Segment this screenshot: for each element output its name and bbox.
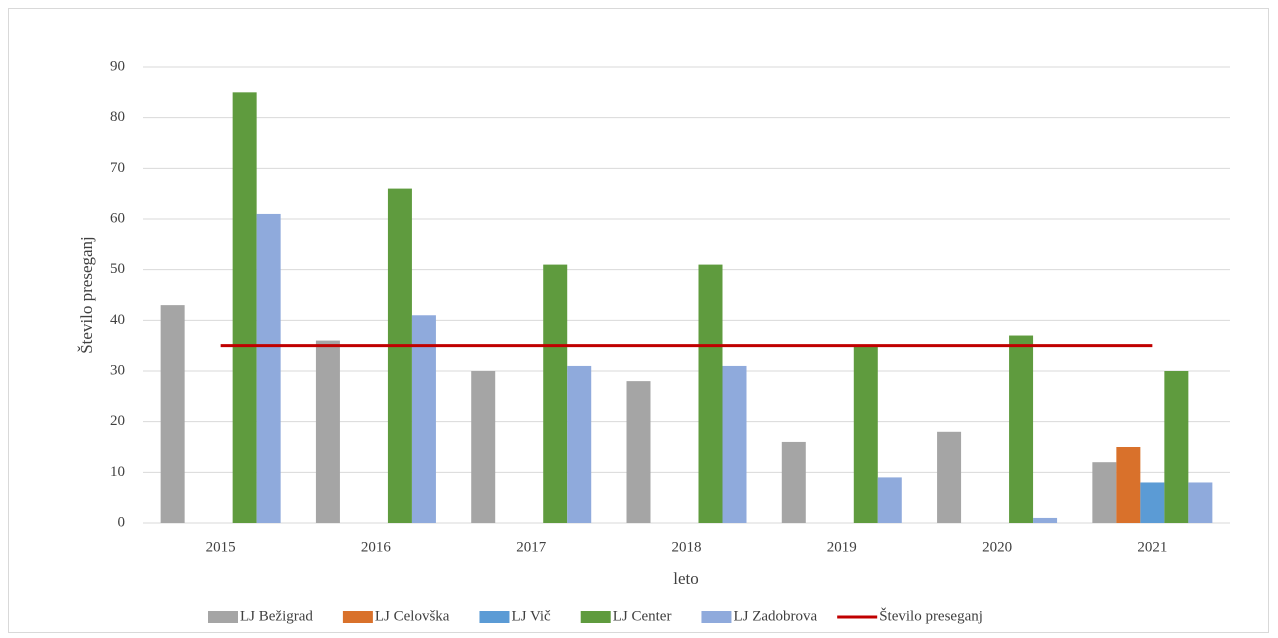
bar [1033, 517, 1058, 523]
x-tick-label: 2019 [827, 539, 857, 555]
bar [722, 365, 747, 523]
bar [256, 213, 281, 523]
legend-swatch [479, 611, 510, 623]
bar [1092, 462, 1117, 523]
bar [781, 441, 806, 523]
bar [411, 315, 436, 523]
y-tick-label: 60 [110, 210, 125, 226]
bar [543, 264, 568, 523]
bar [626, 381, 651, 523]
x-tick-label: 2016 [361, 539, 392, 555]
bar [567, 365, 592, 523]
x-axis-title: leto [673, 569, 699, 588]
legend-label: LJ Celovška [375, 608, 450, 624]
bar [698, 264, 723, 523]
bar [232, 92, 257, 523]
y-tick-label: 30 [110, 362, 125, 378]
legend-label: LJ Bežigrad [240, 608, 313, 624]
y-tick-label: 90 [110, 58, 125, 74]
y-tick-label: 20 [110, 413, 125, 429]
y-tick-label: 80 [110, 109, 125, 125]
y-tick-label: 10 [110, 464, 125, 480]
legend-swatch [342, 611, 373, 623]
x-tick-label: 2017 [516, 539, 547, 555]
bar [1188, 482, 1213, 523]
y-tick-label: 40 [110, 312, 125, 328]
y-tick-label: 0 [118, 514, 126, 530]
bar [315, 340, 340, 523]
bar [877, 477, 902, 523]
legend-label: LJ Center [613, 608, 672, 624]
bar [471, 371, 496, 523]
bar [853, 345, 878, 523]
bar [937, 431, 962, 523]
y-axis-title: Število preseganj [77, 236, 96, 354]
legend-swatch [580, 611, 611, 623]
y-tick-label: 50 [110, 261, 125, 277]
legend-label: LJ Zadobrova [733, 608, 817, 624]
bar [160, 305, 185, 523]
bar [1164, 371, 1189, 523]
legend-label: LJ Vič [511, 608, 551, 624]
bar [387, 188, 412, 523]
bar [1140, 482, 1165, 523]
legend-swatch [701, 611, 732, 623]
x-tick-label: 2020 [982, 539, 1012, 555]
legend-label: Število preseganj [879, 607, 983, 624]
x-tick-label: 2018 [672, 539, 702, 555]
x-tick-label: 2015 [206, 539, 236, 555]
y-tick-label: 70 [110, 160, 125, 176]
bar [1009, 335, 1034, 523]
legend-swatch [208, 611, 238, 623]
bar [1116, 447, 1141, 523]
x-tick-label: 2021 [1137, 539, 1167, 555]
